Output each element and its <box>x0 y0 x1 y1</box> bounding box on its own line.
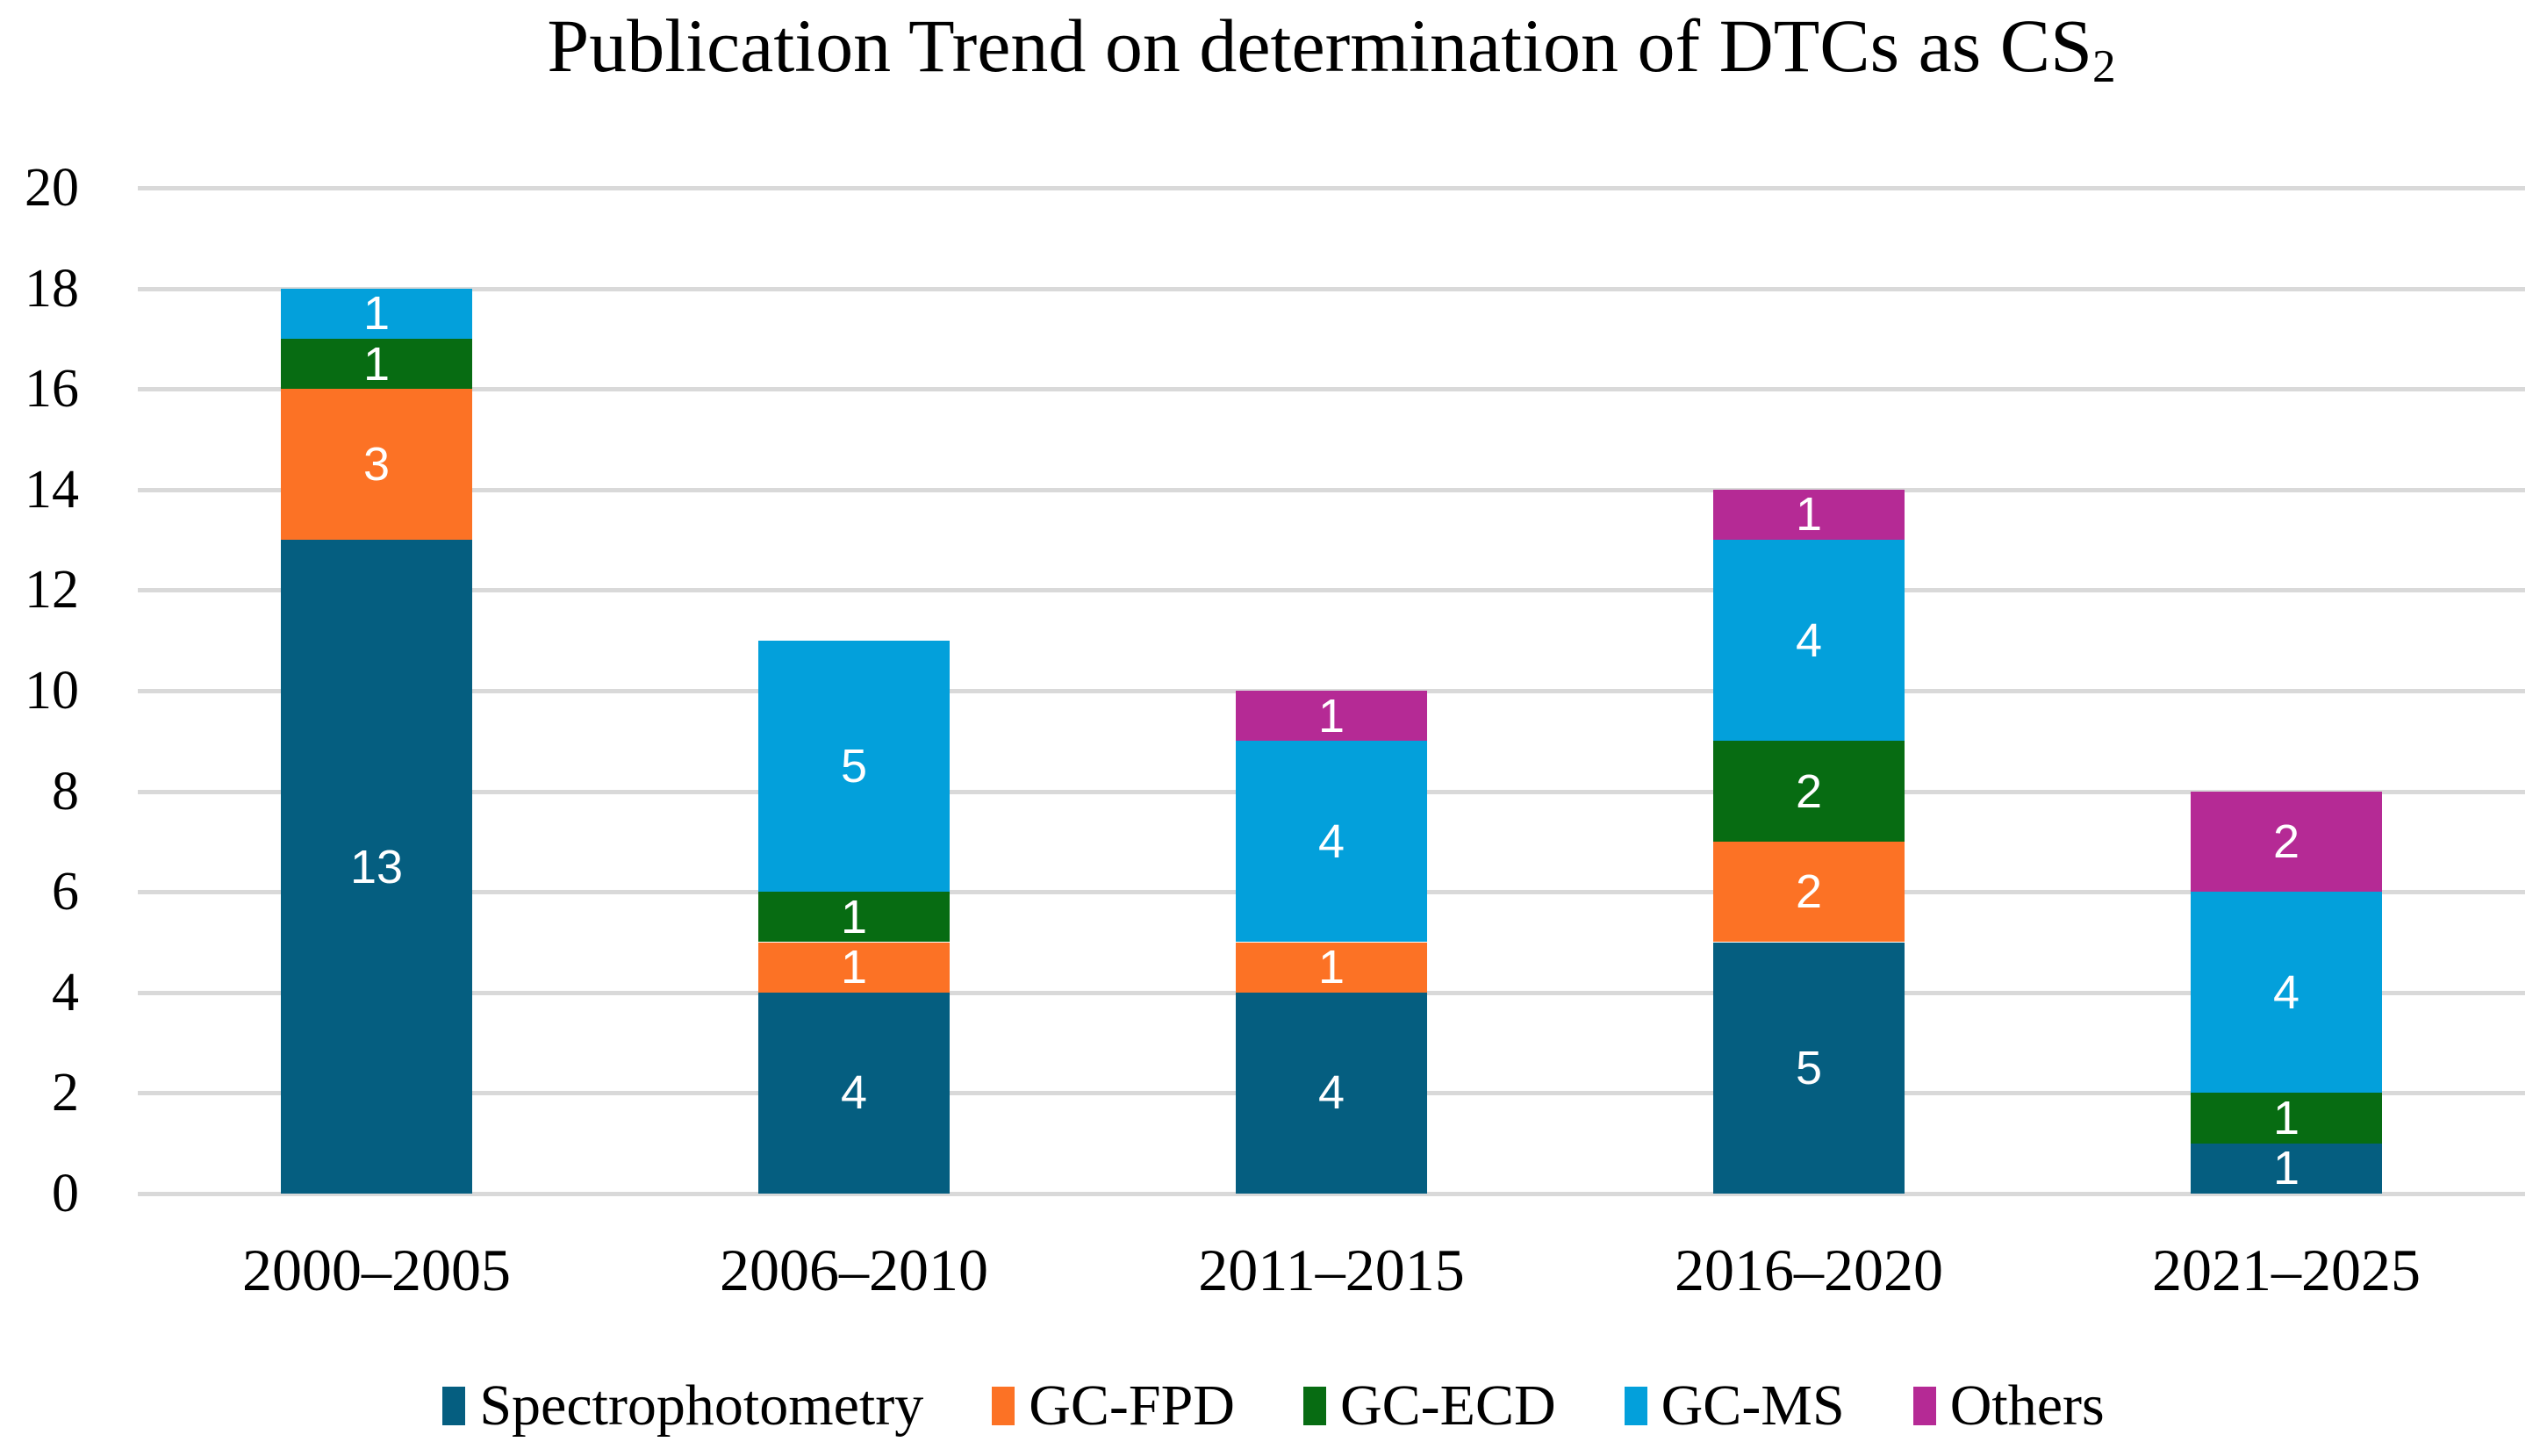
bar-segment-others: 2 <box>2191 791 2382 893</box>
legend-item-spectrophotometry: Spectrophotometry <box>442 1373 923 1439</box>
x-tick-label: 2021–2025 <box>2152 1237 2421 1303</box>
legend-marker <box>1302 1387 1326 1425</box>
grid-line <box>138 1192 2525 1196</box>
bar-segment-gc-ms: 4 <box>1713 540 1905 742</box>
chart-title-subscript: 2 <box>2091 39 2116 92</box>
legend-marker <box>1624 1387 1647 1425</box>
legend-item-gc-ecd: GC-ECD <box>1302 1373 1556 1439</box>
bar-value-label: 1 <box>362 337 391 391</box>
bar-segment-gc-fpd: 1 <box>1236 941 1427 994</box>
legend-label: GC-ECD <box>1339 1374 1556 1438</box>
grid-line <box>138 186 2525 190</box>
bar-value-label: 5 <box>1795 1041 1823 1094</box>
y-tick-label: 16 <box>25 359 79 420</box>
y-tick-label: 8 <box>52 761 79 821</box>
y-tick-label: 6 <box>52 862 79 922</box>
bar-value-label: 5 <box>840 739 868 793</box>
x-tick-label: 2006–2010 <box>720 1237 988 1303</box>
legend-item-gc-fpd: GC-FPD <box>992 1373 1235 1439</box>
bar-segment-gc-fpd: 1 <box>758 941 950 994</box>
bar-value-label: 4 <box>1795 613 1823 667</box>
bar-value-label: 1 <box>1317 941 1345 994</box>
legend-item-gc-ms: GC-MS <box>1624 1373 1845 1439</box>
x-tick-label: 2000–2005 <box>242 1237 511 1303</box>
bar-value-label: 2 <box>2272 814 2300 868</box>
bar-value-label: 1 <box>362 287 391 341</box>
bar-segment-gc-fpd: 2 <box>1713 841 1905 943</box>
bar-value-label: 1 <box>1317 689 1345 742</box>
bar-segment-others: 1 <box>1713 488 1905 542</box>
bar-value-label: 2 <box>1795 764 1823 818</box>
bar-value-label: 1 <box>840 890 868 943</box>
legend-label: GC-MS <box>1661 1374 1845 1438</box>
bar-segment-gc-ms: 4 <box>2191 892 2382 1094</box>
y-tick-label: 18 <box>25 258 79 319</box>
y-tick-label: 2 <box>52 1063 79 1123</box>
bar-segment-gc-ms: 4 <box>1236 741 1427 943</box>
bar-value-label: 1 <box>2272 1142 2300 1195</box>
bar-segment-spectrophotometry: 4 <box>1236 992 1427 1194</box>
bar-segment-spectrophotometry: 5 <box>1713 942 1905 1194</box>
x-tick-label: 2016–2020 <box>1675 1237 1943 1303</box>
bar-value-label: 1 <box>2272 1092 2300 1145</box>
bar-value-label: 4 <box>1317 814 1345 868</box>
grid-line <box>138 588 2525 593</box>
bar-segment-gc-ms: 5 <box>758 640 950 893</box>
bar-segment-gc-ms: 1 <box>281 287 472 341</box>
bar-segment-gc-ecd: 1 <box>2191 1092 2382 1145</box>
chart-title-text: Publication Trend on determination of DT… <box>547 4 2092 88</box>
bar-segment-spectrophotometry: 13 <box>281 540 472 1194</box>
bar-value-label: 3 <box>362 438 391 491</box>
bar-segment-others: 1 <box>1236 689 1427 742</box>
bar-segment-spectrophotometry: 1 <box>2191 1142 2382 1195</box>
y-tick-label: 14 <box>25 459 79 520</box>
bar-segment-gc-ecd: 1 <box>758 890 950 943</box>
bar-segment-gc-ecd: 2 <box>1713 741 1905 842</box>
y-tick-label: 0 <box>52 1164 79 1223</box>
bar-value-label: 4 <box>840 1066 868 1120</box>
grid-line <box>138 387 2525 392</box>
bar-value-label: 4 <box>2272 965 2300 1019</box>
bar-value-label: 1 <box>1795 488 1823 542</box>
bar-value-label: 1 <box>840 941 868 994</box>
grid-line <box>138 487 2525 492</box>
y-tick-label: 12 <box>25 560 79 620</box>
legend-marker <box>1912 1387 1936 1425</box>
chart-title: Publication Trend on determination of DT… <box>138 2 2525 92</box>
bar-value-label: 4 <box>1317 1066 1345 1120</box>
legend-item-others: Others <box>1912 1373 2105 1439</box>
legend-marker <box>992 1387 1015 1425</box>
bar-segment-gc-ecd: 1 <box>281 337 472 391</box>
grid-line <box>138 286 2525 291</box>
legend-label: Others <box>1949 1374 2105 1438</box>
x-tick-label: 2011–2015 <box>1198 1237 1465 1303</box>
y-tick-label: 10 <box>25 661 79 721</box>
bar-segment-spectrophotometry: 4 <box>758 992 950 1194</box>
bar-segment-gc-fpd: 3 <box>281 389 472 541</box>
y-tick-label: 4 <box>52 962 79 1022</box>
y-tick-label: 20 <box>25 158 79 218</box>
legend-marker <box>442 1387 466 1425</box>
legend-label: GC-FPD <box>1029 1374 1235 1438</box>
legend-label: Spectrophotometry <box>479 1374 924 1438</box>
bar-value-label: 13 <box>349 840 404 893</box>
bar-value-label: 2 <box>1795 865 1823 919</box>
legend: Spectrophotometry GC-FPD GC-ECD GC-MS Others <box>0 1362 2547 1450</box>
